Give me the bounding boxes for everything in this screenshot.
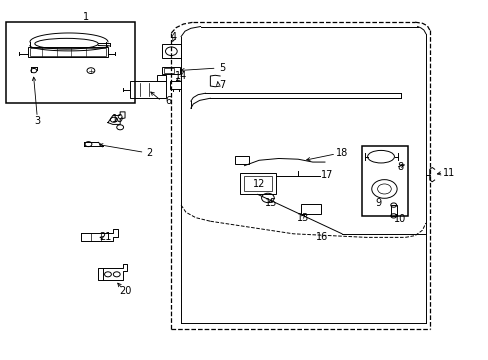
Text: 14: 14 [175, 71, 187, 81]
Bar [161, 67, 180, 74]
Bar [163, 68, 173, 73]
Text: 21: 21 [99, 232, 111, 242]
Text: 5: 5 [219, 63, 225, 73]
Text: 17: 17 [321, 170, 333, 180]
Text: 11: 11 [442, 168, 454, 178]
Bar [157, 75, 166, 81]
Text: 7: 7 [219, 80, 225, 90]
Text: 19: 19 [111, 114, 123, 124]
Text: 18: 18 [335, 148, 347, 158]
Bar [161, 44, 181, 58]
Text: 6: 6 [165, 96, 172, 106]
Bar [243, 176, 271, 192]
Bar [361, 146, 407, 216]
Text: 20: 20 [119, 286, 131, 296]
Text: 4: 4 [170, 32, 177, 41]
Bar [5, 22, 135, 103]
Bar [27, 47, 108, 57]
Bar [300, 204, 321, 214]
Text: 15: 15 [264, 198, 277, 208]
Text: 1: 1 [83, 12, 89, 22]
Bar [239, 173, 276, 194]
Bar [390, 205, 396, 216]
Text: 8: 8 [397, 162, 403, 172]
Text: 16: 16 [316, 232, 328, 242]
Bar [170, 81, 181, 89]
Bar [30, 48, 105, 55]
Text: 10: 10 [394, 215, 406, 224]
Text: 3: 3 [34, 116, 40, 126]
Text: 9: 9 [375, 198, 381, 208]
Text: 12: 12 [252, 179, 265, 189]
Text: 13: 13 [296, 213, 308, 222]
Bar [130, 81, 166, 98]
Bar [234, 156, 249, 164]
Text: 2: 2 [146, 148, 152, 158]
